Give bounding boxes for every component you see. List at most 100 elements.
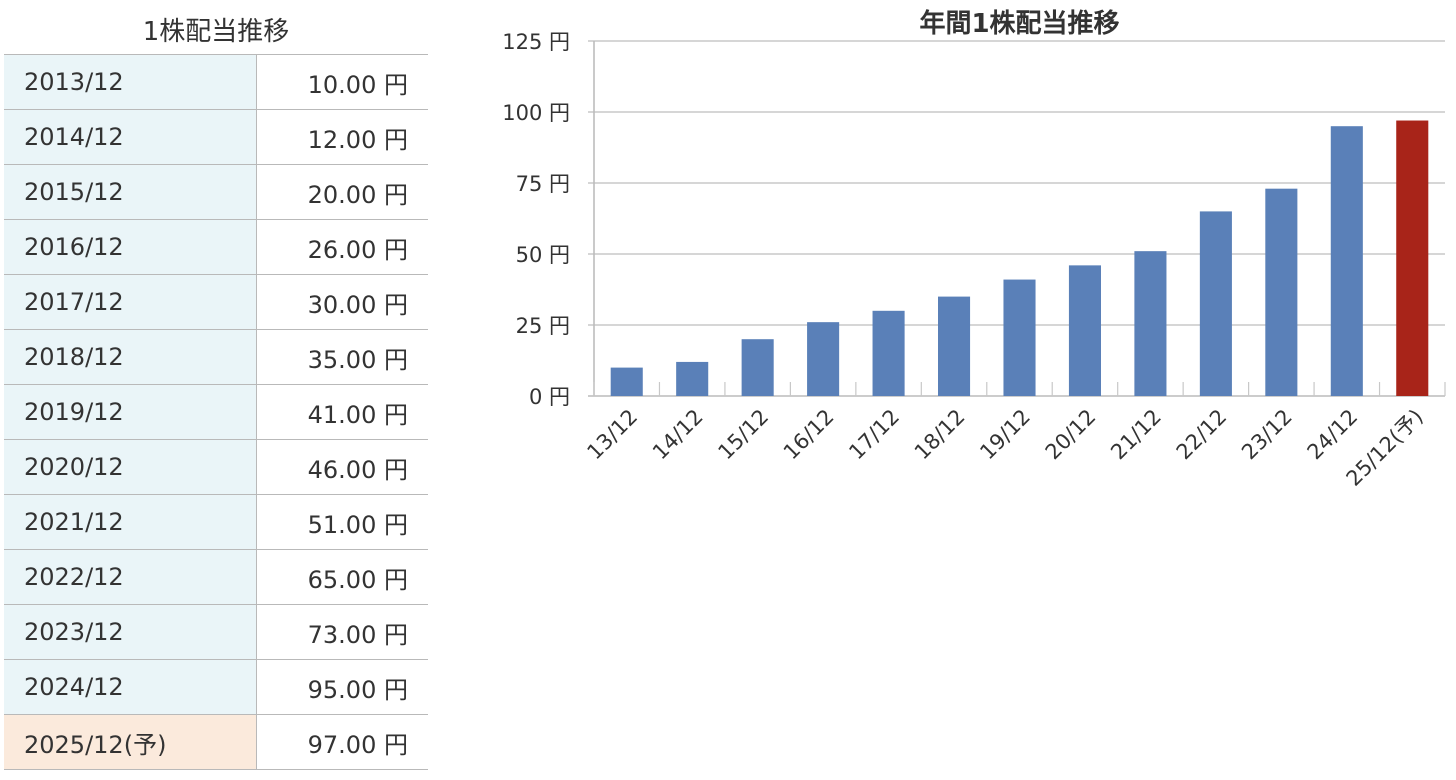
period-cell: 2013/12 [4, 54, 257, 110]
period-cell: 2021/12 [4, 494, 257, 550]
currency-unit: 円 [384, 400, 408, 429]
bar [1265, 188, 1298, 396]
currency-unit: 円 [384, 70, 408, 99]
table-row: 2014/12 12.00 円 [4, 109, 428, 165]
dividend-value-cell: 95.00 円 [256, 659, 428, 715]
currency-unit: 円 [384, 565, 408, 594]
table-row: 2021/12 51.00 円 [4, 494, 428, 550]
dividend-value-cell: 51.00 円 [256, 494, 428, 550]
x-tick-label: 14/12 [648, 405, 708, 465]
dividend-value-cell: 26.00 円 [256, 219, 428, 275]
bar [1199, 211, 1232, 396]
dividend-value-cell: 20.00 円 [256, 164, 428, 220]
table-row: 2013/12 10.00 円 [4, 54, 428, 110]
currency-unit: 円 [384, 235, 408, 264]
y-tick-label: 50 円 [516, 243, 570, 267]
currency-unit: 円 [384, 290, 408, 319]
dividend-value-cell: 97.00 円 [256, 714, 428, 770]
chart-canvas: 年間1株配当推移 0 円 25 円 50 円 75 円 100 円 125 円 13/12 14… [502, 8, 1446, 491]
dividend-value-cell: 30.00 円 [256, 274, 428, 330]
period-cell: 2023/12 [4, 604, 257, 660]
table-row: 2023/12 73.00 円 [4, 604, 428, 660]
period-cell: 2018/12 [4, 329, 257, 385]
y-tick-label: 100 円 [502, 101, 570, 125]
bar [1003, 279, 1036, 396]
dividend-chart: 年間1株配当推移 0 円 25 円 50 円 75 円 100 円 125 円 13/12 14… [470, 0, 1456, 520]
bar [741, 339, 774, 396]
table-row: 2019/12 41.00 円 [4, 384, 428, 440]
period-cell: 2025/12(予) [4, 714, 257, 770]
dividend-amount: 41.00 [307, 400, 377, 429]
dividend-value-cell: 12.00 円 [256, 109, 428, 165]
dividend-value-cell: 35.00 円 [256, 329, 428, 385]
table-row: 2016/12 26.00 円 [4, 219, 428, 275]
x-tick-label: 20/12 [1041, 405, 1101, 465]
bar [1068, 265, 1101, 396]
period-cell: 2022/12 [4, 549, 257, 605]
bar [872, 310, 905, 396]
table-row: 2018/12 35.00 円 [4, 329, 428, 385]
dividend-amount: 73.00 [307, 620, 377, 649]
table-row: 2022/12 65.00 円 [4, 549, 428, 605]
y-tick-label: 125 円 [502, 30, 570, 54]
x-tick-label: 19/12 [975, 405, 1035, 465]
bar [1330, 126, 1363, 396]
period-cell: 2014/12 [4, 109, 257, 165]
currency-unit: 円 [384, 180, 408, 209]
dividend-value-cell: 73.00 円 [256, 604, 428, 660]
period-cell: 2016/12 [4, 219, 257, 275]
currency-unit: 円 [384, 730, 408, 759]
table-row: 2020/12 46.00 円 [4, 439, 428, 495]
bar [610, 367, 643, 396]
x-tick-label: 13/12 [582, 405, 642, 465]
currency-unit: 円 [384, 675, 408, 704]
x-tick-label: 18/12 [910, 405, 970, 465]
dividend-table-panel: 1株配当推移 2013/12 10.00 円 2014/12 12.00 円 2015/… [4, 0, 428, 770]
dividend-table: 2013/12 10.00 円 2014/12 12.00 円 2015/12 20.00… [4, 54, 428, 770]
period-cell: 2015/12 [4, 164, 257, 220]
dividend-amount: 65.00 [307, 565, 377, 594]
bar [938, 296, 971, 396]
dividend-amount: 35.00 [307, 345, 377, 374]
x-tick-label: 17/12 [844, 405, 904, 465]
table-title: 1株配当推移 [142, 17, 290, 47]
dividend-amount: 20.00 [307, 180, 377, 209]
dividend-amount: 51.00 [307, 510, 377, 539]
currency-unit: 円 [384, 620, 408, 649]
dividend-value-cell: 65.00 円 [256, 549, 428, 605]
dividend-amount: 26.00 [307, 235, 377, 264]
dividend-amount: 97.00 [307, 730, 377, 759]
bar [676, 361, 709, 396]
dividend-value-cell: 46.00 円 [256, 439, 428, 495]
table-row: 2015/12 20.00 円 [4, 164, 428, 220]
period-cell: 2020/12 [4, 439, 257, 495]
bar [1134, 251, 1167, 396]
table-row: 2017/12 30.00 円 [4, 274, 428, 330]
x-tick-label: 22/12 [1172, 405, 1232, 465]
table-row: 2025/12(予) 97.00 円 [4, 714, 428, 770]
x-tick-label: 15/12 [713, 405, 773, 465]
bar [1396, 120, 1429, 397]
currency-unit: 円 [384, 345, 408, 374]
dividend-amount: 30.00 [307, 290, 377, 319]
x-tick-label: 24/12 [1303, 405, 1363, 465]
dividend-amount: 95.00 [307, 675, 377, 704]
y-tick-label: 75 円 [516, 172, 570, 196]
dividend-amount: 10.00 [307, 70, 377, 99]
table-row: 2024/12 95.00 円 [4, 659, 428, 715]
dividend-value-cell: 10.00 円 [256, 54, 428, 110]
currency-unit: 円 [384, 510, 408, 539]
dividend-amount: 12.00 [307, 125, 377, 154]
period-cell: 2024/12 [4, 659, 257, 715]
period-cell: 2019/12 [4, 384, 257, 440]
bar [807, 322, 840, 396]
currency-unit: 円 [384, 455, 408, 484]
x-tick-label: 16/12 [779, 405, 839, 465]
x-tick-label: 21/12 [1106, 405, 1166, 465]
period-cell: 2017/12 [4, 274, 257, 330]
dividend-value-cell: 41.00 円 [256, 384, 428, 440]
currency-unit: 円 [384, 125, 408, 154]
y-tick-label: 25 円 [516, 314, 570, 338]
chart-title: 年間1株配当推移 [919, 8, 1119, 39]
dividend-amount: 46.00 [307, 455, 377, 484]
